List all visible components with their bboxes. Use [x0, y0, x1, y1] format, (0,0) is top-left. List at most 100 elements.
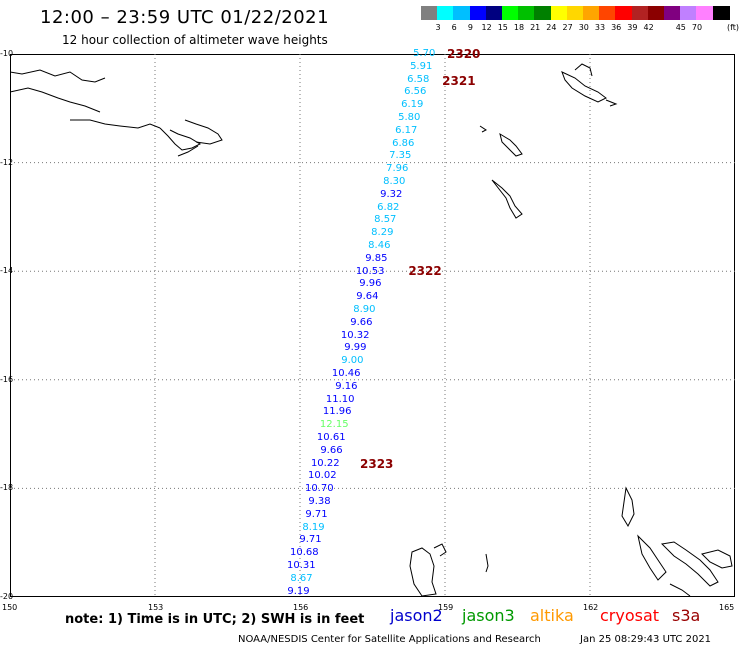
wave-height-value: 9.66: [320, 444, 343, 456]
colorbar-label: 42: [643, 23, 654, 32]
wave-height-value: 8.57: [374, 214, 397, 226]
coastline: [409, 547, 437, 597]
wave-height-value: 5.80: [398, 111, 421, 123]
pass-time-label: 2322: [408, 264, 442, 279]
coastline: [159, 127, 202, 151]
wave-height-value: 11.10: [325, 393, 355, 405]
colorbar-label: 36: [611, 23, 622, 32]
pass-time-label: 2323: [360, 456, 394, 471]
coastline: [621, 486, 635, 528]
wave-height-value: 5.70: [413, 48, 436, 59]
colorbar-swatch: [680, 6, 698, 20]
satellite-legend-item: s3a: [672, 606, 701, 625]
satellite-legend-item: jason2: [390, 606, 443, 625]
wave-height-value: 12.15: [319, 419, 349, 431]
generation-timestamp: Jan 25 08:29:43 UTC 2021: [580, 634, 712, 645]
coastline: [479, 125, 487, 133]
colorbar-label: 39: [627, 23, 638, 32]
wave-height-value: 9.85: [365, 252, 388, 264]
wave-height-value: 9.71: [305, 508, 328, 520]
colorbar-label: 21: [530, 23, 541, 32]
colorbar-swatch: [534, 6, 552, 20]
latitude-label: -14: [0, 266, 14, 276]
wave-height-value: 10.53: [355, 265, 385, 277]
wave-height-value: 10.02: [307, 470, 337, 482]
coastline: [485, 553, 489, 573]
wave-height-value: 6.56: [404, 86, 427, 98]
colorbar-swatch: [599, 6, 617, 20]
coastline: [660, 541, 719, 587]
wave-height-value: 9.19: [287, 585, 310, 597]
map-plot-area: [9, 54, 735, 597]
colorbar-unit: (ft): [727, 23, 740, 32]
satellite-legend-item: cryosat: [600, 606, 660, 625]
colorbar-swatch: [664, 6, 681, 20]
colorbar-swatch: [647, 6, 665, 20]
map-canvas: [9, 54, 735, 597]
colorbar-label: 30: [578, 23, 589, 32]
latitude-label: -18: [0, 483, 14, 493]
wave-height-value: 5.91: [410, 60, 433, 72]
wave-height-value: 7.96: [386, 163, 409, 175]
coastline: [669, 583, 691, 597]
satellite-legend-item: jason3: [462, 606, 515, 625]
longitude-label: 153: [148, 603, 164, 612]
colorbar-swatch: [437, 6, 455, 20]
colorbar-swatch: [712, 6, 730, 20]
wave-height-value: 10.31: [287, 559, 316, 571]
wave-height-value: 8.46: [368, 239, 391, 251]
wave-height-value: 10.22: [310, 457, 340, 469]
wave-height-value: 6.86: [392, 137, 415, 149]
colorbar-swatch: [502, 6, 519, 20]
wave-height-value: 9.16: [335, 380, 358, 392]
coastline: [184, 119, 223, 145]
colorbar-swatch: [566, 6, 584, 20]
longitude-label: 162: [583, 603, 599, 612]
colorbar-swatch: [485, 6, 503, 20]
wave-height-value: 8.29: [371, 227, 394, 239]
wave-height-value: 9.71: [299, 534, 322, 546]
colorbar-swatch: [696, 6, 714, 20]
colorbar-label: 24: [546, 23, 557, 32]
wave-height-value: 8.30: [383, 175, 406, 187]
coastline: [9, 87, 101, 113]
colorbar-label: 15: [497, 23, 508, 32]
colorbar-label: 9: [467, 23, 473, 32]
coastline: [637, 534, 667, 581]
wave-height-value: 9.38: [308, 495, 331, 507]
wave-height-value: 10.68: [290, 547, 319, 559]
colorbar-swatch: [518, 6, 536, 20]
colorbar-label: 3: [435, 23, 441, 32]
wave-height-value: 6.82: [377, 201, 400, 213]
colorbar-swatch: [469, 6, 487, 20]
wave-height-value: 10.46: [331, 367, 361, 379]
map-frame: [10, 54, 735, 597]
credit-text: NOAA/NESDIS Center for Satellite Applica…: [238, 634, 541, 645]
latitude-label: -20: [0, 592, 14, 601]
coastline: [9, 69, 106, 83]
latitude-label: -16: [0, 374, 14, 384]
coastline: [177, 145, 199, 157]
coastline: [499, 132, 523, 157]
colorbar-swatch: [550, 6, 568, 20]
colorbar-label: 70: [691, 23, 703, 32]
longitude-label: 150: [2, 603, 18, 612]
wave-height-value: 9.64: [356, 291, 379, 303]
wave-height-value: 8.90: [353, 303, 376, 315]
wave-height-value: 6.17: [395, 124, 418, 136]
wave-height-value: 10.32: [340, 329, 370, 341]
wave-height-value: 9.32: [380, 188, 403, 200]
wave-height-value: 8.67: [290, 572, 313, 584]
satellite-legend-item: altika: [530, 606, 574, 625]
longitude-label: 156: [293, 603, 309, 612]
colorbar-label: 12: [481, 23, 492, 32]
colorbar-label: 27: [562, 23, 573, 32]
colorbar-swatch: [421, 6, 438, 20]
coastline: [605, 99, 618, 107]
wave-height-value: 6.58: [407, 73, 430, 85]
coastline: [561, 71, 607, 103]
wave-height-value: 9.00: [341, 355, 364, 367]
colorbar-swatch: [615, 6, 633, 20]
latitude-label: -10: [0, 49, 14, 58]
map-subtitle: 12 hour collection of altimeter wave hei…: [62, 33, 328, 47]
